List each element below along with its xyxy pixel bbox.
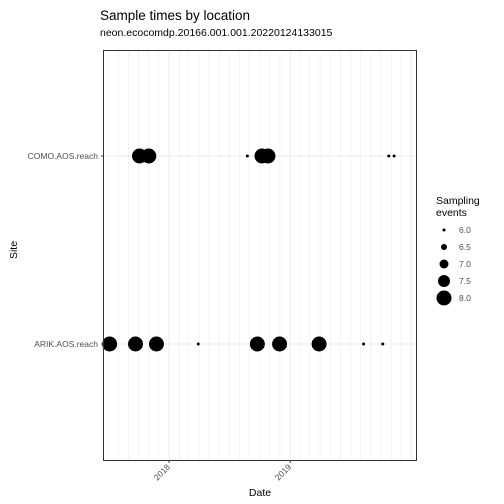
data-point xyxy=(260,148,276,164)
legend-key xyxy=(439,259,449,269)
legend-label: 8.0 xyxy=(459,293,471,303)
legend-key xyxy=(438,275,450,287)
y-axis-label: Site xyxy=(8,241,20,259)
data-point xyxy=(102,336,118,352)
legend-key xyxy=(442,228,446,232)
data-point xyxy=(387,154,391,158)
size-legend: Sampling events 6.0 6.5 7.0 7.5 8.0 xyxy=(436,195,480,306)
legend-key xyxy=(441,244,447,250)
data-point xyxy=(249,336,265,352)
y-tick-label: COMO.AOS.reach xyxy=(28,151,99,161)
y-tick-label: ARIK.AOS.reach xyxy=(34,339,98,349)
legend-label: 7.5 xyxy=(459,276,471,286)
data-point xyxy=(245,154,249,158)
legend-label: 6.5 xyxy=(459,242,471,252)
x-tick-label: 2019 xyxy=(273,462,294,483)
plot-panel xyxy=(103,50,417,461)
data-point xyxy=(148,336,164,352)
data-point xyxy=(196,342,200,346)
chart-subtitle: neon.ecocomdp.20166.001.001.202201241330… xyxy=(100,27,333,39)
x-axis-label: Date xyxy=(249,487,271,499)
data-point xyxy=(362,342,366,346)
y-axis-ticks: COMO.AOS.reach ARIK.AOS.reach xyxy=(28,151,104,349)
x-axis-ticks: 2018 2019 xyxy=(152,460,294,483)
data-points xyxy=(102,148,396,352)
data-point xyxy=(141,148,157,164)
data-point xyxy=(392,154,396,158)
grid-lines xyxy=(104,51,416,460)
x-tick-label: 2018 xyxy=(152,462,173,483)
plot-border xyxy=(103,50,417,461)
chart-title: Sample times by location xyxy=(100,8,250,23)
legend-title-line-2: events xyxy=(436,207,467,219)
legend-key xyxy=(436,290,452,306)
data-point xyxy=(128,336,144,352)
legend-label: 6.0 xyxy=(459,225,471,235)
legend-title-line-1: Sampling xyxy=(436,195,480,207)
data-point xyxy=(272,336,288,352)
legend-label: 7.0 xyxy=(459,259,471,269)
data-point xyxy=(311,336,327,352)
data-point xyxy=(381,342,385,346)
